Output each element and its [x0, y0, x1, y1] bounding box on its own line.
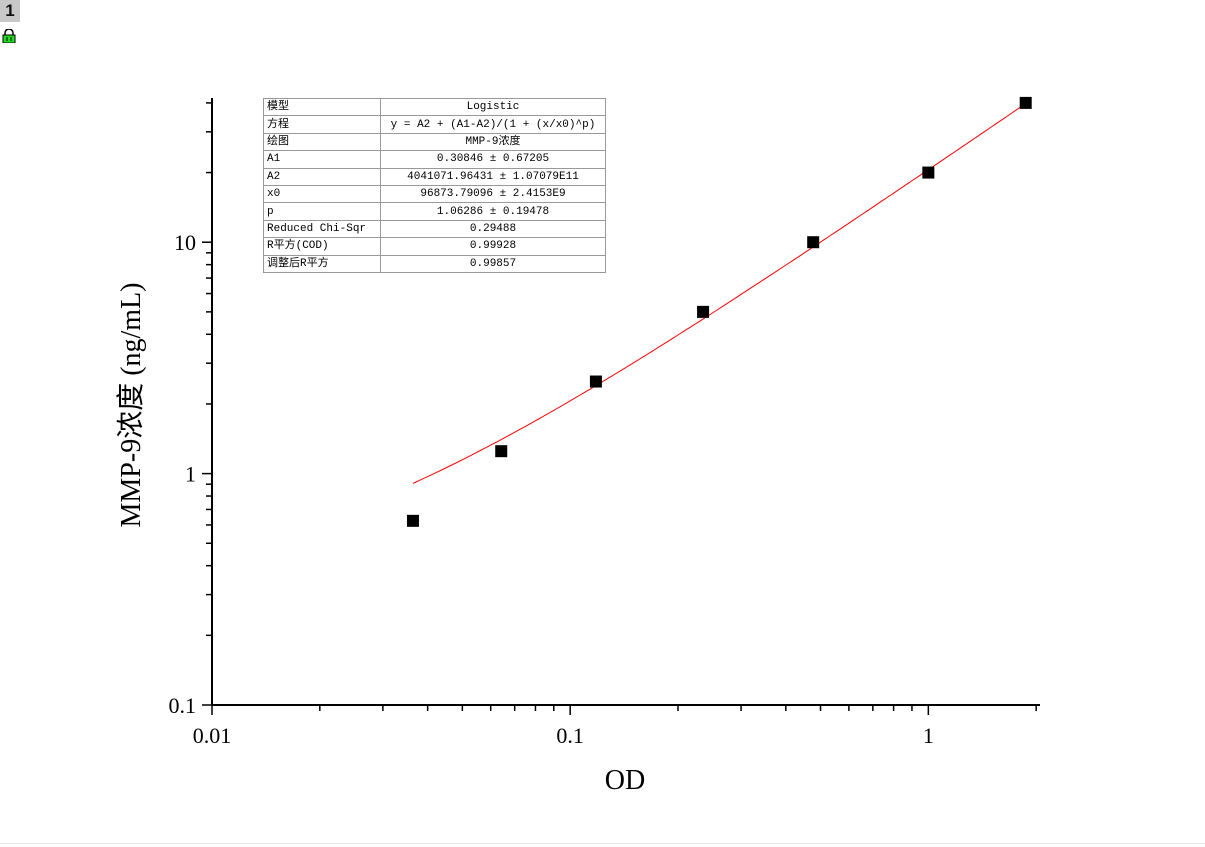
data-point — [495, 445, 508, 458]
fit-param-name: 绘图 — [263, 132, 381, 152]
fit-param-value: y = A2 + (A1-A2)/(1 + (x/x0)^p) — [380, 115, 606, 134]
data-point — [589, 375, 602, 388]
y-tick-label: 1 — [185, 462, 196, 487]
fit-table-row: 调整后R平方 0.99857 — [263, 254, 606, 273]
y-tick-label: 10 — [174, 230, 196, 255]
fit-table-row: p 1.06286 ± 0.19478 — [263, 202, 606, 221]
x-tick-label: 0.1 — [556, 723, 584, 748]
fit-param-value: 0.99857 — [380, 254, 606, 273]
y-axis-label: MMP-9浓度 (ng/mL) — [115, 282, 147, 527]
divider — [0, 843, 1205, 844]
fit-param-value: 4041071.96431 ± 1.07079E11 — [380, 167, 606, 186]
fit-param-name: Reduced Chi-Sqr — [263, 219, 381, 239]
fit-param-value: 0.99928 — [380, 237, 606, 256]
fit-param-value: MMP-9浓度 — [380, 132, 606, 152]
fit-table-row: 绘图 MMP-9浓度 — [263, 132, 606, 152]
fit-param-value: 0.29488 — [380, 219, 606, 239]
fit-param-name: 方程 — [263, 115, 381, 134]
data-point — [697, 305, 710, 318]
fit-table-row: Reduced Chi-Sqr 0.29488 — [263, 219, 606, 239]
fit-param-name: p — [263, 202, 381, 221]
page-number-badge[interactable]: 1 — [0, 0, 20, 22]
fit-param-name: A1 — [263, 150, 381, 169]
x-axis-label: OD — [605, 765, 645, 796]
lock-icon — [2, 29, 16, 43]
fit-table-row: 模型 Logistic — [263, 97, 606, 117]
x-tick-label: 1 — [923, 723, 934, 748]
fit-results-table: 模型 Logistic 方程 y = A2 + (A1-A2)/(1 + (x/x0)… — [263, 97, 606, 273]
data-point — [406, 514, 419, 527]
fit-param-name: R平方(COD) — [263, 237, 381, 256]
fit-param-value: 96873.79096 ± 2.4153E9 — [380, 184, 606, 204]
fit-param-name: 模型 — [263, 97, 381, 117]
fit-param-value: 1.06286 ± 0.19478 — [380, 202, 606, 221]
fit-param-name: x0 — [263, 184, 381, 204]
data-point — [922, 166, 935, 179]
data-point — [1019, 96, 1032, 109]
fit-param-value: Logistic — [380, 97, 606, 117]
fit-table-row: x0 96873.79096 ± 2.4153E9 — [263, 184, 606, 204]
fit-table-row: A1 0.30846 ± 0.67205 — [263, 150, 606, 169]
x-tick-label: 0.01 — [193, 723, 232, 748]
fit-param-name: A2 — [263, 167, 381, 186]
fit-param-value: 0.30846 ± 0.67205 — [380, 150, 606, 169]
fit-table-row: 方程 y = A2 + (A1-A2)/(1 + (x/x0)^p) — [263, 115, 606, 134]
y-tick-label: 0.1 — [169, 693, 197, 718]
data-point — [807, 236, 820, 249]
fit-table-row: R平方(COD) 0.99928 — [263, 237, 606, 256]
fit-table-row: A2 4041071.96431 ± 1.07079E11 — [263, 167, 606, 186]
fit-param-name: 调整后R平方 — [263, 254, 381, 273]
